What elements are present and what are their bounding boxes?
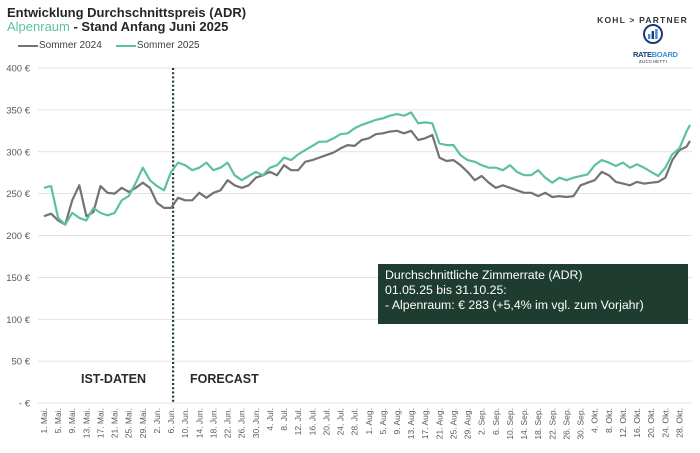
x-tick-label: 2. Sep. [477, 408, 487, 435]
x-tick-label: 24. Jul. [336, 408, 346, 435]
x-tick-label: 17. Aug. [420, 408, 430, 439]
y-tick-label: 400 € [6, 64, 30, 75]
legend: Sommer 2024 Sommer 2025 [18, 40, 200, 51]
x-tick-label: 18. Sep. [533, 408, 543, 440]
x-tick-label: 12. Okt. [618, 408, 628, 438]
rateboard-board: BOARD [651, 50, 678, 59]
title-stand: - Stand Anfang Juni 2025 [69, 19, 229, 34]
x-tick-label: 8. Okt. [604, 408, 614, 433]
summary-line-2: 01.05.25 bis 31.10.25: [385, 283, 507, 297]
x-tick-label: 21. Mai. [110, 408, 120, 438]
gridlines [38, 67, 692, 404]
x-tick-label: 14. Jun. [194, 408, 204, 438]
x-tick-label: 26. Sep. [561, 408, 571, 440]
y-tick-label: 300 € [6, 147, 30, 158]
legend-swatch-2025 [115, 44, 136, 47]
x-tick-label: 13. Aug. [406, 408, 416, 439]
x-tick-label: 17. Mai. [95, 408, 105, 438]
kohl-partner-logo: KOHL > PARTNER [578, 10, 688, 28]
x-tick-label: 2. Jun. [152, 408, 162, 434]
x-tick-label: 28. Jul. [350, 408, 360, 435]
title-region: Alpenraum [7, 19, 70, 34]
x-tick-label: 30. Sep. [576, 408, 586, 440]
y-axis-labels: - € 50 € 100 € 150 € 200 € 250 € 300 € 350 € 400… [6, 64, 30, 410]
x-tick-label: 30. Jun. [251, 408, 261, 438]
x-tick-label: 9. Aug. [392, 408, 402, 434]
x-tick-label: 18. Jun. [208, 408, 218, 438]
kohl-partner-text: KOHL > PARTNER [597, 15, 688, 25]
title-line-1: Entwicklung Durchschnittspreis (ADR) [7, 5, 247, 20]
x-tick-label: 1. Mai. [39, 408, 49, 434]
summary-line-1: Durchschnittliche Zimmerrate (ADR) [385, 268, 583, 282]
x-tick-label: 20. Okt. [646, 408, 656, 438]
x-tick-label: 25. Mai. [124, 408, 134, 438]
x-axis-labels: 1. Mai. 5. Mai. 9. Mai. 13. Mai. 17. Mai. 21.… [39, 408, 684, 440]
x-tick-label: 26. Jun. [237, 408, 247, 438]
y-tick-label: 200 € [6, 231, 30, 242]
legend-item-2024: Sommer 2024 [18, 40, 102, 51]
x-tick-label: 25. Aug. [448, 408, 458, 439]
x-tick-label: 28. Okt. [674, 408, 684, 438]
x-tick-label: 8. Jul. [279, 408, 289, 431]
x-tick-label: 10. Sep. [505, 408, 515, 440]
rateboard-rate: RATE [633, 50, 652, 59]
phase-label-forecast: FORECAST [190, 372, 259, 386]
x-tick-label: 29. Mai. [138, 408, 148, 438]
legend-label-2025: Sommer 2025 [136, 40, 200, 51]
adr-summary-box: Durchschnittliche Zimmerrate (ADR) 01.05… [378, 264, 688, 324]
x-tick-label: 22. Jun. [223, 408, 233, 438]
legend-swatch-2024 [18, 44, 38, 47]
x-tick-label: 1. Aug. [364, 408, 374, 434]
summary-line-3: - Alpenraum: € 283 (+5,4% im vgl. zum Vo… [385, 298, 644, 312]
phase-label-actual: IST-DATEN [81, 372, 147, 386]
x-tick-label: 4. Okt. [590, 408, 600, 433]
y-tick-label: 150 € [6, 273, 30, 284]
x-tick-label: 29. Aug. [463, 408, 473, 439]
x-tick-label: 4. Jul. [265, 408, 275, 431]
x-tick-label: 21. Aug. [434, 408, 444, 439]
rateboard-wordmark: RATEBOARD [633, 50, 678, 59]
x-tick-label: 13. Mai. [81, 408, 91, 438]
legend-item-2025: Sommer 2025 [115, 40, 200, 51]
x-tick-label: 16. Jul. [307, 408, 317, 435]
x-tick-label: 16. Okt. [632, 408, 642, 438]
x-tick-label: 24. Okt. [660, 408, 670, 438]
legend-label-2024: Sommer 2024 [39, 40, 102, 51]
x-tick-label: 10. Jun. [180, 408, 190, 438]
x-tick-label: 5. Mai. [53, 408, 63, 434]
y-tick-label: - € [19, 399, 31, 410]
rateboard-globe-icon [643, 24, 663, 44]
series-lines [43, 111, 691, 226]
y-tick-label: 50 € [12, 357, 31, 368]
rateboard-logo: RATEBOARD ZUCCHETTI [633, 24, 678, 64]
y-tick-label: 250 € [6, 189, 30, 200]
x-tick-label: 6. Jun. [166, 408, 176, 434]
x-tick-label: 20. Jul. [321, 408, 331, 435]
x-tick-label: 22. Sep. [547, 408, 557, 440]
chart-title: Entwicklung Durchschnittspreis (ADR) Alp… [7, 6, 246, 34]
series-line-2025 [43, 111, 691, 226]
title-line-2: Alpenraum - Stand Anfang Juni 2025 [7, 20, 246, 34]
y-tick-label: 100 € [6, 315, 30, 326]
y-tick-label: 350 € [6, 105, 30, 116]
zucchetti-text: ZUCCHETTI [638, 59, 668, 64]
series-line-2024 [43, 129, 691, 226]
x-tick-label: 6. Sep. [491, 408, 501, 435]
x-tick-label: 9. Mai. [67, 408, 77, 434]
x-tick-label: 14. Sep. [519, 408, 529, 440]
x-tick-label: 12. Jul. [293, 408, 303, 435]
x-tick-label: 5. Aug. [378, 408, 388, 434]
